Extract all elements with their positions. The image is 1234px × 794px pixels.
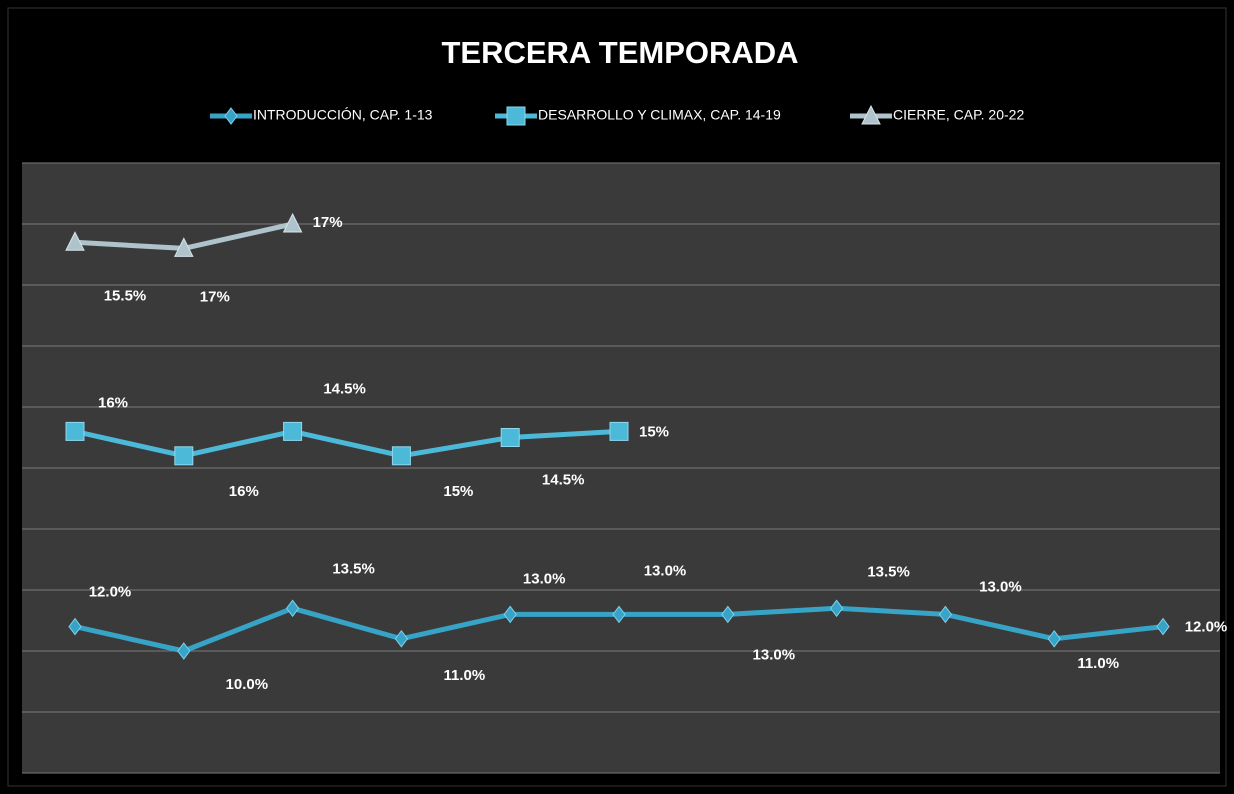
data-label: 15% <box>639 423 669 440</box>
data-label: 11.0% <box>1077 655 1119 672</box>
data-label: 16% <box>229 483 259 500</box>
data-label: 13.0% <box>523 570 566 587</box>
data-label: 13.5% <box>867 563 910 580</box>
data-point <box>285 599 300 618</box>
legend-marker <box>224 107 238 125</box>
legend-label: CIERRE, CAP. 20-22 <box>893 107 1024 123</box>
data-point <box>174 446 194 466</box>
data-label: 10.0% <box>226 676 269 693</box>
data-label: 16% <box>98 394 128 411</box>
legend: INTRODUCCIÓN, CAP. 1-13 DESARROLLO Y CLIM… <box>210 104 1024 126</box>
data-label: 15% <box>443 483 473 500</box>
data-label: 11.0% <box>444 667 486 684</box>
legend-marker <box>861 104 881 125</box>
data-label: 17% <box>313 214 343 231</box>
data-point <box>177 642 191 660</box>
data-point <box>173 237 194 257</box>
data-label: 12.0% <box>1185 619 1228 636</box>
frame <box>7 7 1227 787</box>
data-point <box>721 605 735 624</box>
data-point <box>391 446 411 466</box>
data-point <box>65 231 85 251</box>
data-point <box>394 629 409 648</box>
data-label: 15.5% <box>104 287 147 304</box>
data-label: 14.5% <box>542 471 585 488</box>
data-label: 13.0% <box>644 562 687 579</box>
data-label: 14.5% <box>323 380 366 397</box>
chart-title: TERCERA TEMPORADA <box>441 35 798 70</box>
data-label: 12.0% <box>89 584 132 601</box>
data-point <box>65 421 85 441</box>
legend-label: DESARROLLO Y CLIMAX, CAP. 14-19 <box>538 107 781 123</box>
legend-marker <box>506 106 526 126</box>
data-label: 13.0% <box>979 578 1022 595</box>
data-point <box>1156 617 1170 636</box>
data-label: 13.0% <box>753 646 796 663</box>
data-point <box>612 605 626 624</box>
data-point <box>500 428 520 447</box>
data-point <box>68 617 82 636</box>
series-line <box>74 428 620 459</box>
data-point <box>283 421 303 441</box>
data-point <box>503 605 517 624</box>
data-label: 17% <box>200 288 230 305</box>
data-point <box>829 599 844 618</box>
data-point <box>938 605 953 624</box>
legend-label: INTRODUCCIÓN, CAP. 1-13 <box>253 107 433 123</box>
data-point <box>282 212 303 233</box>
data-point <box>609 421 629 441</box>
data-point <box>1047 629 1061 648</box>
data-label: 13.5% <box>332 560 375 577</box>
